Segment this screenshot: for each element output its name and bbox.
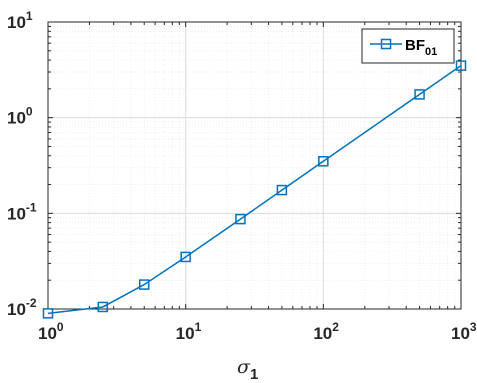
series-group bbox=[42, 60, 467, 319]
x-axis-label: σ1 bbox=[237, 356, 258, 383]
legend-marker-sample bbox=[380, 38, 392, 50]
y-tick-label: 101 bbox=[7, 9, 33, 32]
y-tick-label: 10-1 bbox=[7, 200, 37, 223]
series-marker bbox=[180, 251, 191, 263]
series-marker bbox=[318, 156, 329, 167]
x-tick-labels: 100 101 102 103 bbox=[38, 320, 477, 343]
series-marker bbox=[97, 301, 109, 313]
x-tick-label: 103 bbox=[451, 320, 477, 343]
series-marker bbox=[414, 89, 425, 100]
x-ticks bbox=[47, 22, 462, 309]
series-line bbox=[47, 65, 462, 315]
minor-grid bbox=[48, 22, 461, 309]
series-marker bbox=[42, 308, 54, 319]
major-grid bbox=[47, 21, 462, 310]
y-tick-label: 100 bbox=[7, 105, 33, 128]
y-ticks bbox=[48, 21, 461, 310]
x-tick-label: 100 bbox=[38, 320, 64, 343]
y-tick-labels: 10-2 10-1 100 101 bbox=[7, 9, 37, 319]
series-marker bbox=[235, 213, 246, 225]
plot-area-border bbox=[47, 21, 462, 310]
legend-box bbox=[361, 28, 455, 64]
x-tick-label: 102 bbox=[313, 320, 339, 343]
series-marker bbox=[138, 279, 150, 290]
legend: BF01 bbox=[361, 28, 455, 64]
legend-label: BF01 bbox=[405, 37, 437, 58]
series-marker bbox=[276, 184, 288, 196]
series-marker bbox=[455, 60, 467, 71]
y-tick-label: 10-2 bbox=[7, 296, 37, 319]
x-tick-label: 101 bbox=[176, 320, 202, 343]
